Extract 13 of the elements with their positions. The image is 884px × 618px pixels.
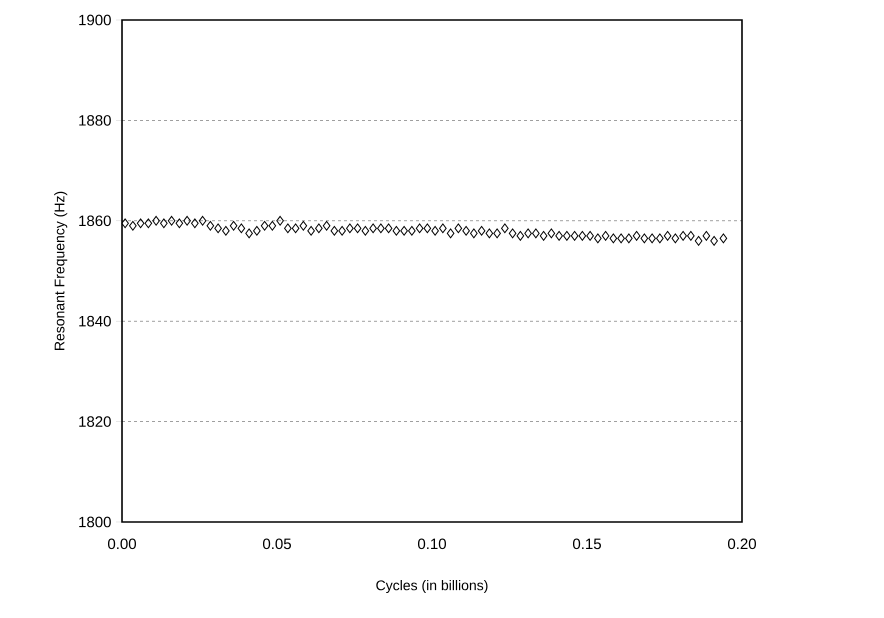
x-axis-title: Cycles (in billions)	[376, 580, 488, 594]
y-tick-label: 1800	[79, 516, 111, 528]
y-tick-label: 1840	[79, 316, 111, 326]
x-tick-label: 0.15	[572, 538, 601, 550]
x-tick-label: 0.20	[728, 538, 756, 550]
x-tick-label: 0.00	[108, 538, 136, 550]
y-tick-label: 1860	[79, 215, 111, 226]
y-tick-label: 1820	[79, 416, 111, 427]
y-axis-title: Resonant Frequency (Hz)	[54, 192, 68, 350]
y-tick-label: 1880	[79, 115, 111, 126]
x-tick-label: 0.05	[262, 538, 291, 550]
x-tick-label: 0.10	[418, 538, 446, 550]
y-tick-label: 1900	[79, 14, 111, 26]
